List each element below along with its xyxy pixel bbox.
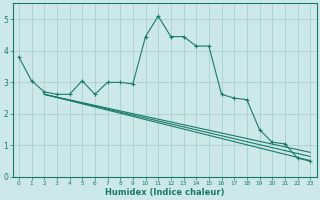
X-axis label: Humidex (Indice chaleur): Humidex (Indice chaleur) bbox=[105, 188, 224, 197]
